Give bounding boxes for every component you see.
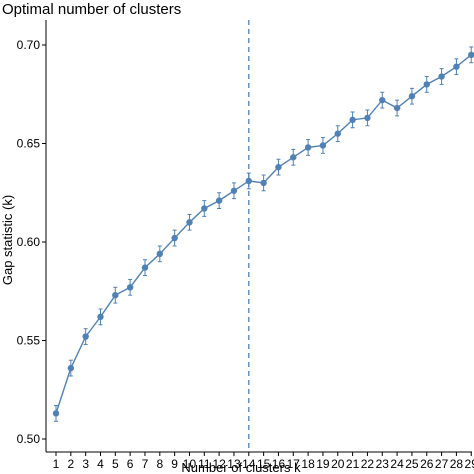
data-point xyxy=(319,142,327,149)
y-tick-label: 0.65 xyxy=(17,137,41,151)
x-tick-label: 14 xyxy=(242,457,256,471)
x-tick-label: 23 xyxy=(376,457,390,471)
x-axis-title: Number of clusters k xyxy=(181,460,301,474)
data-point xyxy=(468,51,474,59)
data-point xyxy=(141,264,149,271)
data-point xyxy=(112,291,119,299)
data-point xyxy=(408,93,416,100)
x-tick-label: 24 xyxy=(390,457,404,471)
x-tick-label: 26 xyxy=(420,457,434,471)
x-tick-label: 22 xyxy=(361,457,375,471)
data-point xyxy=(290,154,297,161)
data-point xyxy=(126,284,134,291)
x-tick-label: 27 xyxy=(435,457,449,471)
data-point xyxy=(171,234,178,242)
data-point xyxy=(215,197,223,204)
x-tick-label: 25 xyxy=(405,457,419,471)
y-axis-title: Gap statistic (k) xyxy=(0,195,15,285)
x-tick-label: 6 xyxy=(127,457,134,471)
data-point xyxy=(230,187,238,194)
x-tick-label: 7 xyxy=(142,457,149,471)
data-point xyxy=(423,81,430,88)
data-point xyxy=(275,163,282,171)
data-point xyxy=(453,63,460,70)
data-point xyxy=(82,333,89,340)
x-tick-label: 4 xyxy=(97,457,104,471)
data-point xyxy=(349,116,356,124)
x-tick-label: 2 xyxy=(67,457,74,471)
data-point xyxy=(334,130,341,137)
data-point xyxy=(393,104,401,112)
x-tick-label: 8 xyxy=(156,457,163,471)
x-tick-label: 29 xyxy=(465,457,474,471)
x-tick-label: 16 xyxy=(272,457,286,471)
y-tick-label: 0.55 xyxy=(17,334,41,348)
x-tick-label: 17 xyxy=(287,457,301,471)
data-point xyxy=(379,96,386,104)
x-tick-label: 3 xyxy=(82,457,89,471)
data-point xyxy=(364,114,371,122)
data-point xyxy=(52,410,60,417)
data-point xyxy=(156,250,164,258)
x-tick-label: 12 xyxy=(212,457,226,471)
x-tick-label: 20 xyxy=(331,457,345,471)
x-tick-label: 19 xyxy=(316,457,330,471)
data-point xyxy=(245,177,252,185)
x-tick-label: 13 xyxy=(227,457,241,471)
y-tick-label: 0.70 xyxy=(17,38,41,52)
data-point xyxy=(97,313,104,321)
data-point xyxy=(438,73,445,80)
data-point xyxy=(304,144,312,151)
x-tick-label: 18 xyxy=(301,457,315,471)
data-point xyxy=(67,364,75,372)
x-tick-label: 21 xyxy=(346,457,360,471)
data-point xyxy=(260,179,267,187)
data-point xyxy=(201,205,208,212)
x-tick-label: 28 xyxy=(450,457,464,471)
plot-area xyxy=(52,20,474,452)
axes: 0.500.550.600.650.701 2 3 4 5 6 7 8 9 10 11 12 13 14 1… xyxy=(17,20,474,471)
x-tick-label: 15 xyxy=(257,457,271,471)
x-tick-label: 1 xyxy=(53,457,60,471)
y-tick-label: 0.50 xyxy=(17,432,41,446)
x-tick-label: 11 xyxy=(198,457,211,471)
data-point xyxy=(186,219,193,226)
y-tick-label: 0.60 xyxy=(17,235,41,249)
x-tick-label: 9 xyxy=(171,457,178,471)
chart-title: Optimal number of clusters xyxy=(2,1,181,18)
x-tick-label: 5 xyxy=(112,457,119,471)
x-tick-label: 10 xyxy=(183,457,197,471)
